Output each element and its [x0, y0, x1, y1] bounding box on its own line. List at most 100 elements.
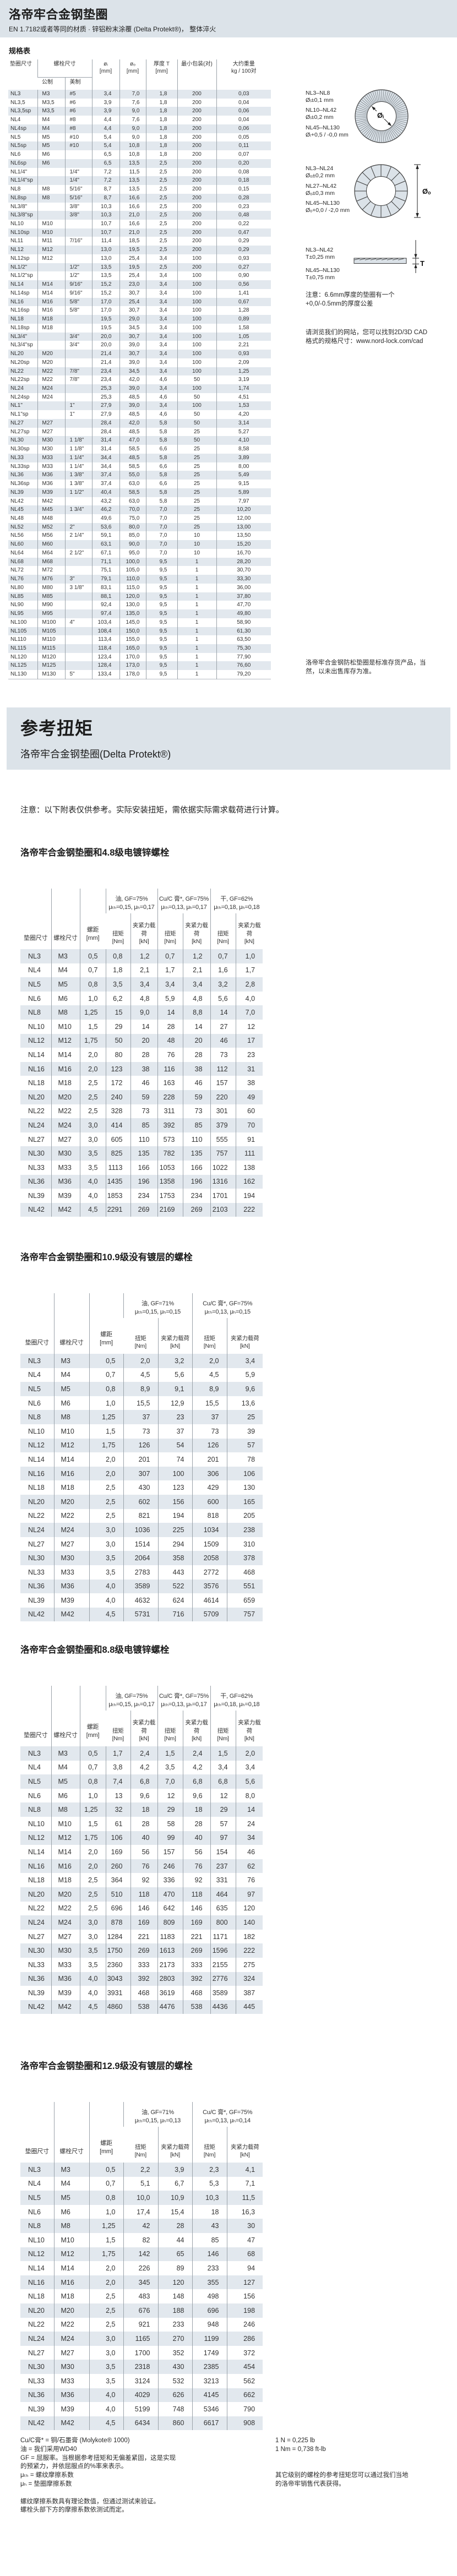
table-cell: 818: [192, 1508, 227, 1523]
tolerance-label: NL3–NL24 Øₒ±0,2 mm: [306, 165, 335, 179]
table-cell: 9,5: [145, 609, 177, 618]
table-cell: M36: [53, 2388, 89, 2403]
table-cell: NL27: [10, 420, 24, 426]
table-cell: 2,4: [182, 1746, 211, 1761]
table-cell: 301: [210, 1104, 236, 1119]
table-cell: 4": [64, 618, 92, 627]
table-cell: 3,5: [89, 1565, 123, 1580]
table-cell: 5,8: [145, 471, 177, 480]
table-cell: 345: [123, 2275, 158, 2290]
table-cell: M12: [37, 254, 65, 263]
table-cell: 55,0: [119, 471, 146, 480]
table-cell: 1": [64, 410, 92, 419]
table-row: NL1/4"sp 1/4" 7,2 13,5 2,5 200 0,18: [8, 176, 271, 186]
table-cell: 39: [226, 1424, 263, 1439]
table-cell: 28: [157, 2219, 193, 2233]
table-cell: 5,6: [210, 991, 236, 1006]
table-cell: 6,2: [105, 991, 130, 1006]
table-row: NL10sp M10 10,7 21,0 2,5 200 0,47: [8, 228, 271, 237]
table-cell: M36: [37, 480, 65, 488]
table-cell: 9,0: [119, 124, 146, 133]
table-cell: NL36: [28, 1975, 45, 1983]
table-cell: 1/4": [64, 176, 92, 186]
table-cell: 3,4: [145, 350, 177, 358]
table-cell: 5,8: [145, 436, 177, 445]
table-cell: 100: [177, 401, 216, 411]
table-cell: 146: [192, 2247, 227, 2262]
table-cell: 112: [210, 1061, 236, 1076]
table-cell: 2318: [123, 2360, 158, 2374]
table-cell: 99: [157, 1831, 183, 1845]
table-cell: 27,9: [91, 401, 119, 411]
table-cell: 9,1: [157, 1382, 193, 1396]
table-cell: 25: [177, 445, 216, 454]
table-cell: NL20sp: [10, 359, 30, 366]
table-cell: M27: [51, 1132, 80, 1147]
table-row: NL1"sp 1" 27,9 48,5 4,6 50 4,20: [8, 410, 271, 419]
table-cell: 1,8: [105, 963, 130, 978]
table-row: NL30 M30 3,5 1750 269 1613 269 1596 222: [20, 1943, 263, 1958]
table-cell: 464: [210, 1887, 236, 1902]
table-cell: M27: [37, 418, 65, 428]
table-cell: 6,8: [210, 1774, 236, 1789]
table-cell: 4,20: [216, 410, 271, 419]
table-cell: 14: [130, 1019, 158, 1034]
table-cell: NL12: [28, 2250, 45, 2258]
table-cell: 48,5: [119, 393, 146, 402]
table-cell: 9,0: [119, 133, 146, 142]
table-cell: 3,2: [157, 1354, 193, 1368]
col-header-metric: 公制: [42, 79, 53, 85]
table-cell: M3,5: [37, 107, 65, 116]
table-cell: 4476: [157, 2000, 183, 2014]
table-cell: 9,6: [130, 1788, 158, 1803]
table-cell: 1: [177, 670, 216, 679]
table-cell: NL22: [28, 2321, 45, 2329]
table-cell: NL36: [28, 1582, 45, 1591]
table-cell: 4,0: [89, 1593, 123, 1608]
table-row: NL18sp M18 19,5 34,5 3,4 100 1,58: [8, 323, 271, 333]
table-cell: 29,0: [119, 315, 146, 324]
table-cell: 4,0: [89, 2388, 123, 2403]
table-cell: NL18: [28, 2292, 45, 2301]
table-cell: M33: [37, 462, 65, 471]
table-cell: 5,8: [145, 497, 177, 506]
table-cell: 12: [157, 1788, 183, 1803]
table-cell: 97,4: [91, 609, 119, 618]
table-cell: 1700: [123, 2345, 158, 2360]
table-cell: 9,5: [145, 627, 177, 636]
table-cell: M3,5: [37, 98, 65, 107]
table-cell: 85,0: [119, 531, 146, 541]
table-cell: 1: [177, 652, 216, 662]
table-cell: 12: [235, 1019, 263, 1034]
table-cell: M24: [37, 384, 65, 393]
table-cell: 165: [226, 1494, 263, 1509]
table-cell: 2,5: [89, 1508, 123, 1523]
table-cell: 6617: [192, 2416, 227, 2431]
table-cell: 30,70: [216, 566, 271, 575]
table-cell: 635: [210, 1901, 236, 1916]
table-cell: M85: [37, 592, 65, 601]
table-cell: 91: [235, 1132, 263, 1147]
table-row: NL6 M6 1,0 13 9,6 12 9,6 12 8,0: [20, 1788, 263, 1803]
table-cell: 21,0: [119, 211, 146, 220]
table-cell: M120: [37, 652, 65, 662]
table-row: NL39 M39 4,0 5199 748 5346 790: [20, 2402, 263, 2416]
table-cell: 4,4: [91, 116, 119, 124]
table-cell: M4: [37, 124, 65, 133]
table-row: NL24 M24 3,0 1165 270 1199 286: [20, 2332, 263, 2346]
table-cell: 60: [235, 1104, 263, 1119]
table-cell: 225: [157, 1523, 193, 1537]
table-cell: 1/2": [64, 271, 92, 281]
table-cell: NL56: [10, 532, 24, 539]
table-row: NL16 M16 2,0 345 120 355 127: [20, 2275, 263, 2290]
table-cell: 48,5: [119, 427, 146, 437]
table-cell: 15,2: [91, 288, 119, 298]
table-cell: 76,60: [216, 661, 271, 671]
table-cell: M22: [51, 1104, 80, 1119]
table-cell: 4,6: [145, 393, 177, 402]
table-cell: 2 1/4": [64, 531, 92, 541]
table-cell: 95,0: [119, 548, 146, 558]
table-cell: 200: [177, 141, 216, 151]
table-cell: 2,5: [145, 246, 177, 254]
table-row: NL6 M6 6,5 10,8 1,8 200 0,07: [8, 150, 271, 159]
